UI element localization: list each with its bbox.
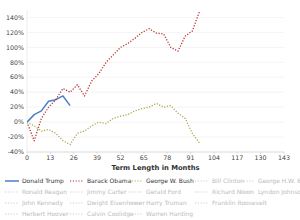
grid-line bbox=[27, 77, 284, 78]
y-tick-label: 140% bbox=[6, 14, 24, 21]
x-tick-label: 13 bbox=[46, 154, 54, 161]
x-tick-label: 0 bbox=[25, 154, 29, 161]
series-line bbox=[27, 103, 200, 144]
x-tick-label: 104 bbox=[208, 154, 220, 161]
chart: -40% -20% 0% 20% 40% 60% 80% 100% 120% 140% 0 13 26 3… bbox=[0, 0, 300, 220]
legend-swatch bbox=[129, 202, 143, 203]
legend-label[interactable]: Barack Obama bbox=[87, 177, 132, 184]
legend-label[interactable]: Calvin Coolidge bbox=[87, 210, 134, 218]
x-tick-label: 52 bbox=[116, 154, 124, 161]
grid-line bbox=[27, 17, 284, 18]
x-axis-line bbox=[27, 152, 284, 153]
x-tick-label: 39 bbox=[93, 154, 101, 161]
x-tick-label: 65 bbox=[140, 154, 148, 161]
grid-line bbox=[27, 62, 284, 63]
legend-swatch bbox=[70, 202, 84, 203]
legend-swatch bbox=[241, 191, 255, 192]
grid-line bbox=[27, 32, 284, 33]
legend-swatch bbox=[129, 213, 143, 214]
grid-line bbox=[27, 122, 284, 123]
legend-swatch bbox=[5, 180, 19, 182]
x-tick-label: 91 bbox=[187, 154, 195, 161]
legend-label[interactable]: Warren Harding bbox=[146, 210, 193, 218]
y-tick-label: -20% bbox=[8, 133, 24, 140]
legend-swatch bbox=[195, 191, 209, 192]
x-tick-label: 117 bbox=[231, 154, 243, 161]
y-tick-label: 100% bbox=[6, 44, 24, 51]
legend-label[interactable]: Herbert Hoover bbox=[22, 210, 69, 217]
legend-label[interactable]: Gerald Ford bbox=[146, 188, 181, 195]
grid-line bbox=[27, 107, 284, 108]
legend-label[interactable]: Lyndon Johnson bbox=[258, 188, 300, 196]
legend-swatch bbox=[5, 213, 19, 214]
grid-line bbox=[27, 92, 284, 93]
y-tick-label: 60% bbox=[10, 73, 24, 80]
legend-label[interactable]: George H.W. Bush bbox=[258, 177, 300, 185]
legend-swatch bbox=[5, 191, 19, 192]
legend-swatch bbox=[129, 191, 143, 192]
legend-label[interactable]: Donald Trump bbox=[22, 177, 64, 185]
legend-label[interactable]: John Kennedy bbox=[21, 199, 63, 207]
x-tick-label: 78 bbox=[163, 154, 171, 161]
y-tick-label: 120% bbox=[6, 29, 24, 36]
x-tick-label: 143 bbox=[278, 154, 290, 161]
legend-swatch bbox=[129, 180, 143, 181]
legend-label[interactable]: George W. Bush bbox=[146, 177, 194, 185]
legend-swatch bbox=[70, 191, 84, 192]
x-tick-label: 26 bbox=[70, 154, 78, 161]
grid-line bbox=[27, 137, 284, 138]
x-axis-label: Term Length in Months bbox=[111, 164, 199, 172]
series-line bbox=[27, 11, 200, 140]
legend-swatch bbox=[70, 180, 84, 181]
legend-swatch bbox=[195, 180, 209, 181]
legend-swatch bbox=[5, 202, 19, 203]
legend-label[interactable]: Harry Truman bbox=[146, 199, 187, 207]
series-line bbox=[27, 96, 70, 122]
legend-swatch bbox=[70, 213, 84, 214]
x-tick-label: 130 bbox=[255, 154, 267, 161]
legend-label[interactable]: Jimmy Carter bbox=[86, 188, 127, 196]
y-tick-label: 0% bbox=[14, 118, 24, 125]
chart-container: -40% -20% 0% 20% 40% 60% 80% 100% 120% 140% 0 13 26 3… bbox=[0, 0, 300, 220]
legend-label[interactable]: Dwight Eisenhower bbox=[87, 199, 145, 207]
y-tick-label: 40% bbox=[10, 88, 24, 95]
plot-area bbox=[27, 11, 200, 144]
legend-label[interactable]: Bill Clinton bbox=[212, 177, 244, 184]
grid-line bbox=[27, 47, 284, 48]
y-tick-label: 20% bbox=[10, 103, 24, 110]
y-tick-label: -40% bbox=[8, 148, 24, 155]
legend-swatch bbox=[241, 180, 255, 181]
legend-label[interactable]: Ronald Reagan bbox=[22, 188, 67, 196]
grid-line bbox=[27, 152, 284, 153]
legend-swatch bbox=[195, 202, 209, 203]
y-axis-line bbox=[27, 10, 28, 152]
y-tick-label: 80% bbox=[10, 59, 24, 66]
legend-label[interactable]: Franklin Roosevelt bbox=[212, 199, 267, 206]
